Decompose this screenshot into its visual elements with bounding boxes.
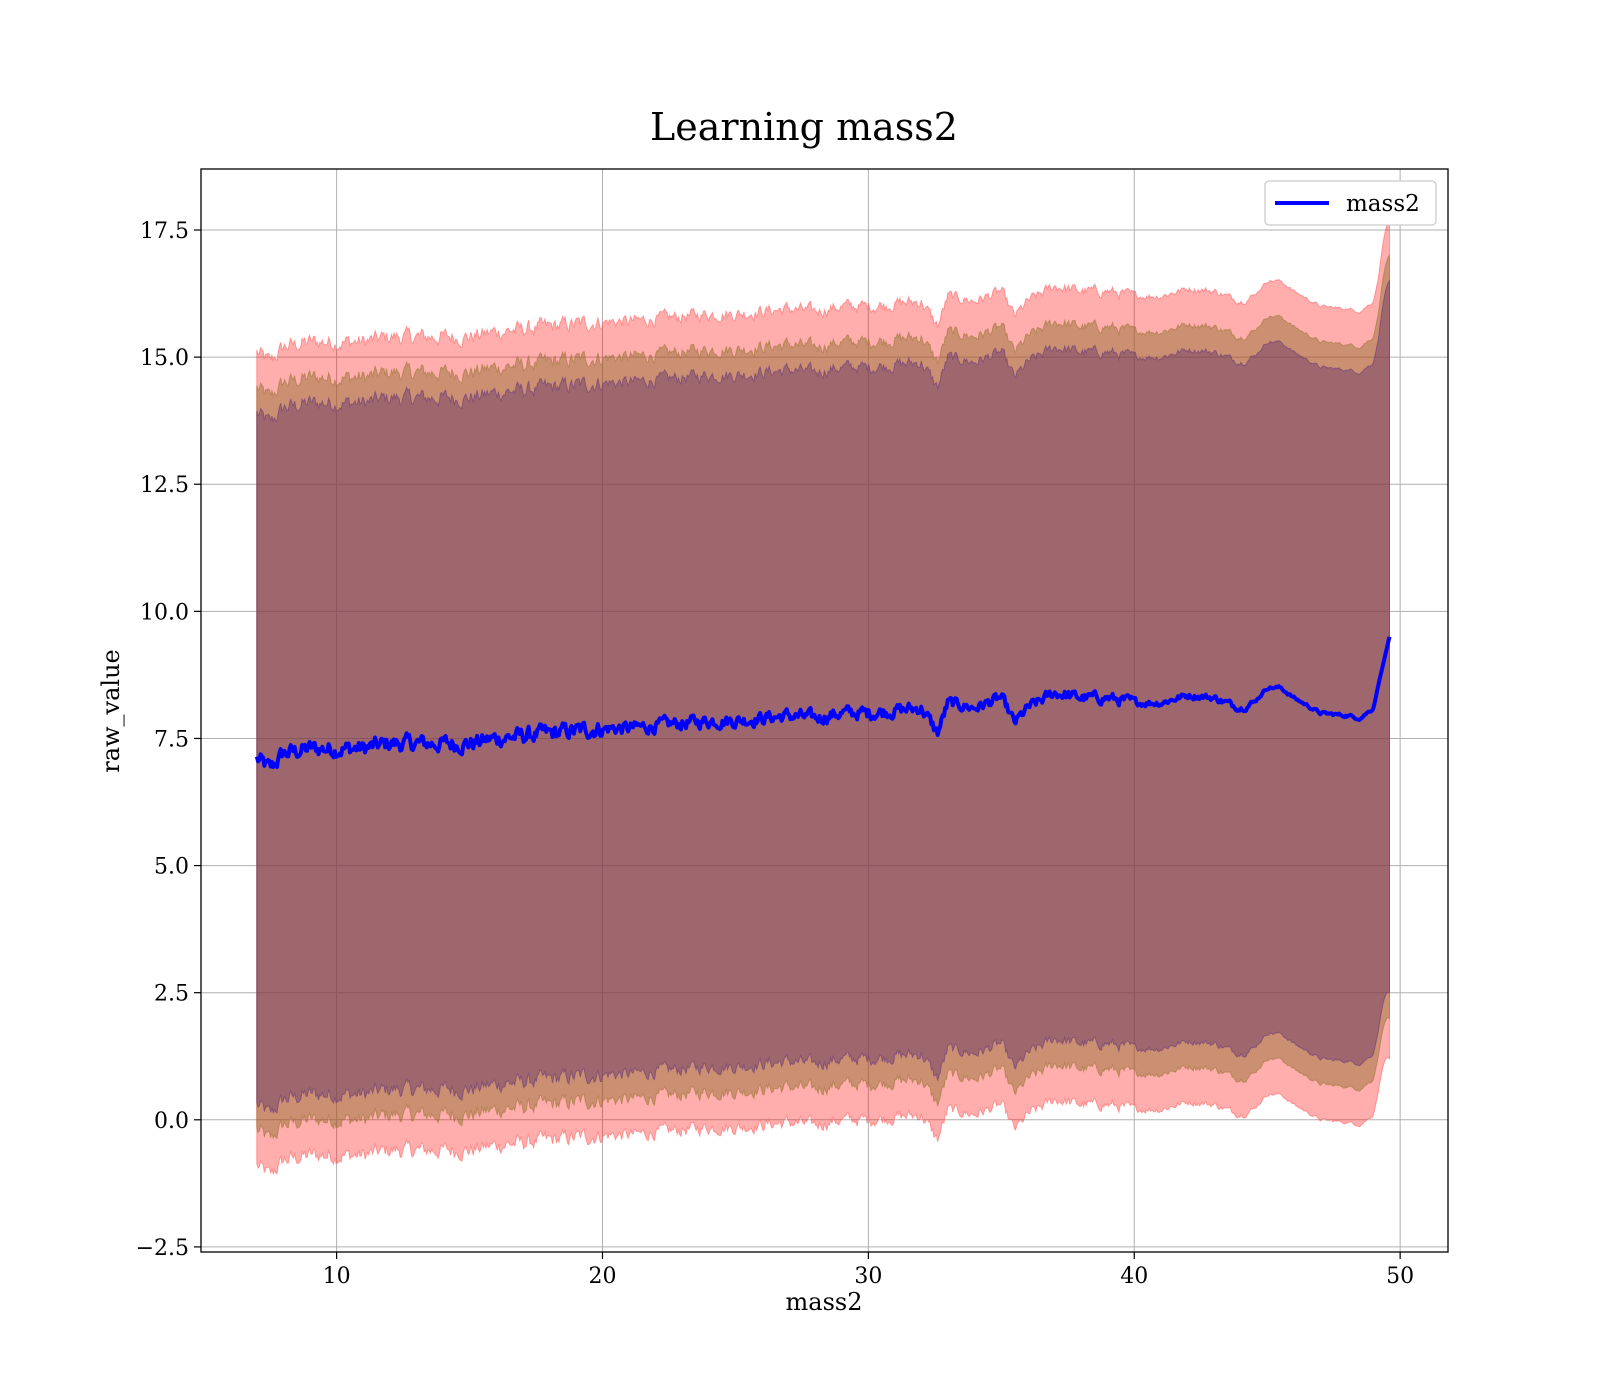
x-tick-label-3: 40 xyxy=(1120,1264,1148,1289)
y-tick-label-7: 15.0 xyxy=(140,346,189,371)
grid-lines xyxy=(201,169,1448,1252)
y-tick-label-1: 0.0 xyxy=(154,1109,189,1134)
band-outer xyxy=(256,218,1390,1176)
x-tick-label-1: 20 xyxy=(588,1264,616,1289)
y-tick-label-5: 10.0 xyxy=(140,600,189,625)
y-axis-label: raw_value xyxy=(97,649,125,773)
x-axis-ticks: 10 20 30 40 50 xyxy=(323,1252,1414,1289)
y-tick-label-0: −2.5 xyxy=(136,1236,189,1261)
x-tick-label-2: 30 xyxy=(854,1264,882,1289)
series-line-mass2 xyxy=(254,636,1392,769)
chart-title: Learning mass2 xyxy=(650,105,958,149)
confidence-bands xyxy=(256,218,1390,1176)
legend: mass2 xyxy=(1264,180,1437,226)
y-tick-label-8: 17.5 xyxy=(140,219,189,244)
x-axis-label: mass2 xyxy=(786,1288,863,1316)
y-tick-label-2: 2.5 xyxy=(154,982,189,1007)
legend-label-mass2: mass2 xyxy=(1346,191,1420,217)
legend-box xyxy=(1264,180,1437,226)
y-tick-label-4: 7.5 xyxy=(154,727,189,752)
y-axis-ticks: −2.5 0.0 2.5 5.0 7.5 10.0 12.5 15.0 17.5 xyxy=(136,219,201,1261)
y-tick-label-3: 5.0 xyxy=(154,855,189,880)
x-tick-label-0: 10 xyxy=(323,1264,351,1289)
x-tick-label-4: 50 xyxy=(1386,1264,1414,1289)
band-inner xyxy=(256,279,1390,1115)
band-middle xyxy=(256,253,1390,1140)
y-tick-label-6: 12.5 xyxy=(140,473,189,498)
series-lines xyxy=(254,636,1392,769)
plot-frame xyxy=(200,168,1449,1253)
